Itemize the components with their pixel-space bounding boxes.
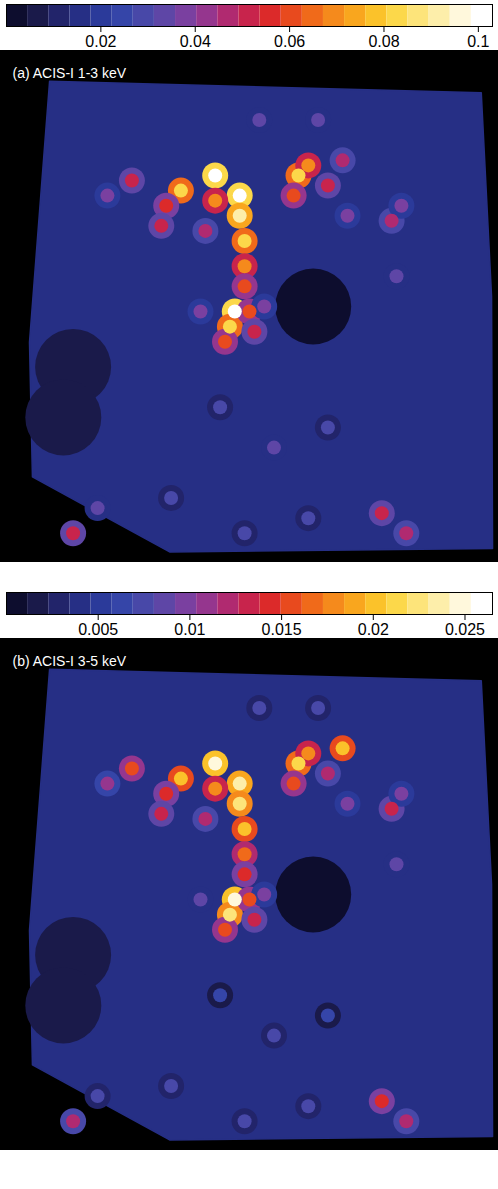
svg-text:0.015: 0.015 [262,621,302,638]
svg-text:0.01: 0.01 [174,621,205,638]
svg-text:0.08: 0.08 [368,33,399,50]
svg-text:0.06: 0.06 [274,33,305,50]
svg-text:0.025: 0.025 [445,621,485,638]
svg-text:(a) ACIS-I 1-3 keV: (a) ACIS-I 1-3 keV [13,65,127,81]
svg-text:0.02: 0.02 [85,33,116,50]
svg-text:0.04: 0.04 [180,33,211,50]
svg-text:(b) ACIS-I 3-5 keV: (b) ACIS-I 3-5 keV [13,653,127,669]
svg-text:0.005: 0.005 [78,621,118,638]
svg-text:0.1: 0.1 [467,33,489,50]
svg-text:0.02: 0.02 [358,621,389,638]
